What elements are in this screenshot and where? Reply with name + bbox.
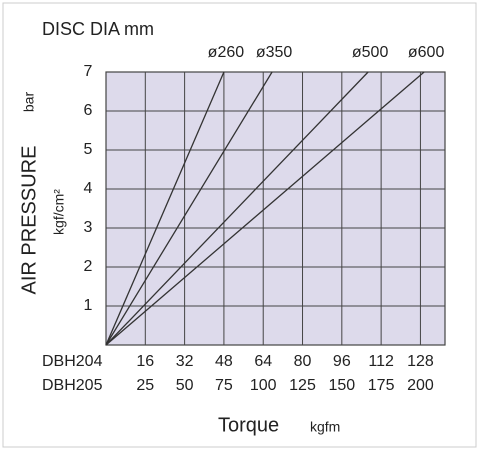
x-tick-label: 48 [215, 353, 233, 370]
series-label: ø600 [408, 44, 445, 61]
x-row-label: DBH205 [42, 377, 103, 394]
x2-tick-label: 175 [368, 377, 395, 394]
y-label-group: AIR PRESSURE bar [18, 92, 40, 295]
series-line [105, 71, 225, 346]
x-tick-label: 96 [333, 353, 351, 370]
x-tick-label: 112 [368, 353, 394, 370]
chart-title: DISC DIA mm [42, 19, 154, 39]
x2-tick-label: 150 [328, 377, 355, 394]
plot-area [105, 71, 446, 346]
x-unit: kgfm [310, 419, 340, 435]
frame [2, 2, 477, 448]
series-label: ø350 [256, 44, 293, 61]
y-tick-label: 7 [84, 63, 93, 80]
x-tick-label: 16 [136, 353, 154, 370]
x-tick-label: 80 [294, 353, 312, 370]
y-unit: bar [21, 92, 37, 113]
y-tick-label: 2 [84, 258, 93, 275]
y-label: AIR PRESSURE [18, 146, 40, 295]
series-label: ø260 [208, 44, 245, 61]
x-tick-label: 128 [407, 353, 434, 370]
y-tick-label: 1 [84, 297, 93, 314]
x-tick-label: 32 [176, 353, 194, 370]
series-line [105, 71, 273, 346]
x2-tick-label: 100 [250, 377, 277, 394]
y-tick-label: 3 [84, 219, 93, 236]
series-line [105, 71, 369, 346]
series-line [105, 71, 425, 346]
y-tick-label: 4 [84, 180, 93, 197]
x-row-label: DBH204 [42, 353, 103, 370]
y-unit2: kgf/cm² [51, 189, 67, 235]
y-tick-label: 6 [84, 102, 93, 119]
x2-tick-label: 75 [215, 377, 233, 394]
x-tick-label: 64 [254, 353, 272, 370]
y-unit2-group: kgf/cm² [51, 189, 67, 235]
x2-tick-label: 200 [407, 377, 434, 394]
x-label: Torque [218, 414, 279, 436]
series-label: ø500 [352, 44, 389, 61]
x2-tick-label: 125 [289, 377, 316, 394]
x2-tick-label: 50 [176, 377, 194, 394]
x2-tick-label: 25 [136, 377, 154, 394]
y-tick-label: 5 [84, 141, 93, 158]
